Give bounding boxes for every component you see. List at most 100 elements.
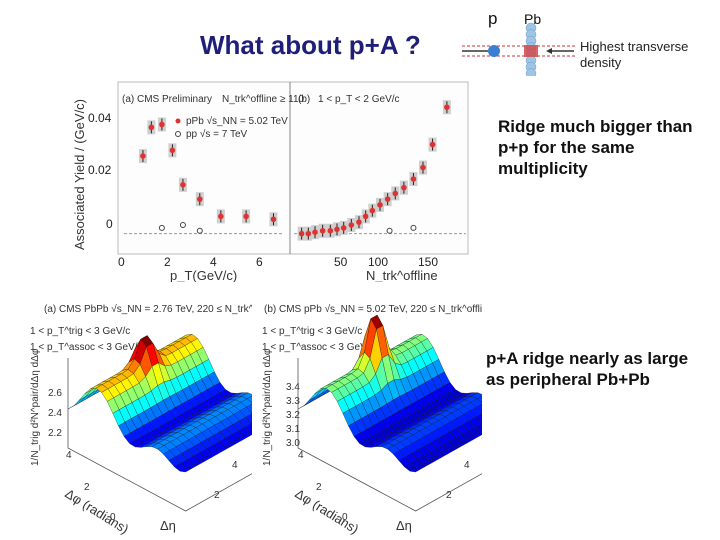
proton-disc bbox=[488, 45, 500, 57]
pPb-point bbox=[444, 104, 450, 111]
surface-right-phi-tick-0: 4 bbox=[298, 450, 304, 461]
surface-right-mesh bbox=[297, 314, 482, 512]
panel-a-cut: N_trk^offline ≥ 110 bbox=[222, 94, 305, 105]
pPb-point bbox=[270, 216, 277, 223]
pbpb-correlation-surface: (a) CMS PbPb √s_NN = 2.76 TeV, 220 ≤ N_t… bbox=[30, 303, 252, 537]
surface-right-ztick-0: 3.4 bbox=[286, 382, 300, 393]
pPb-point bbox=[384, 196, 391, 202]
y-tick-2: 0 bbox=[106, 217, 113, 231]
label-p: p bbox=[488, 9, 497, 28]
x-tick-b-1: 100 bbox=[368, 255, 388, 269]
y-tick-0: 0.04 bbox=[88, 111, 112, 125]
x-tick-a-2: 4 bbox=[210, 255, 217, 269]
surface-left-z-label: 1/N_trig d²N^pair/dΔη dΔφ bbox=[30, 348, 41, 466]
pp-point bbox=[158, 224, 165, 231]
surface-right-ztick-2: 3.2 bbox=[286, 410, 300, 421]
pPb-point bbox=[218, 213, 224, 220]
surface-left-eta-tick-1: 4 bbox=[232, 460, 238, 471]
pPb-point bbox=[298, 230, 305, 237]
surface-right-ztick-1: 3.3 bbox=[286, 396, 300, 407]
pPb-point bbox=[377, 202, 383, 208]
x-axis-label-a: p_T(GeV/c) bbox=[170, 268, 237, 282]
plot-frame bbox=[117, 81, 469, 255]
surface-left-phi-tick-1: 2 bbox=[84, 482, 90, 493]
surface-cell bbox=[303, 396, 316, 407]
y-axis-label: Associated Yield / (GeV/c) bbox=[72, 99, 87, 250]
surface-left-ztick-2: 2.2 bbox=[48, 428, 62, 439]
surface-cell bbox=[409, 467, 423, 473]
collision-schematic: p Pb Highest transverse density bbox=[462, 9, 688, 76]
surface-left-eta-label: Δη bbox=[160, 518, 176, 533]
legend-pp-marker bbox=[175, 131, 181, 137]
surface-left-phi-tick-2: 0 bbox=[110, 512, 116, 523]
surface-left-ztick-0: 2.6 bbox=[48, 388, 62, 399]
surface-left-header: (a) CMS PbPb √s_NN = 2.76 TeV, 220 ≤ N_t… bbox=[44, 303, 252, 315]
pPb-point bbox=[420, 164, 426, 171]
surface-cell bbox=[73, 396, 86, 407]
panel-b-label: (b) bbox=[298, 94, 310, 105]
pPb-point bbox=[243, 213, 249, 220]
pPb-point bbox=[319, 227, 326, 234]
pPb-point bbox=[180, 182, 186, 188]
surface-axes bbox=[297, 358, 482, 512]
y-tick-1: 0.02 bbox=[88, 163, 112, 177]
surface-left-phi-tick-0: 4 bbox=[66, 450, 72, 461]
pPb-point bbox=[148, 124, 155, 131]
surface-right-ztick-4: 3.0 bbox=[286, 438, 300, 449]
density-label-line1: Highest transverse bbox=[580, 39, 688, 54]
overlap-region bbox=[524, 45, 538, 57]
x-tick-b-0: 50 bbox=[334, 255, 348, 269]
x-tick-b-2: 150 bbox=[418, 255, 438, 269]
legend-pp: pp √s = 7 TeV bbox=[186, 128, 248, 140]
label-pb: Pb bbox=[524, 11, 541, 27]
pPb-point bbox=[429, 141, 436, 148]
pPb-point bbox=[196, 196, 203, 202]
pPb-point bbox=[312, 229, 318, 235]
pPb-point bbox=[169, 147, 176, 154]
associated-yield-figure: Associated Yield / (GeV/c) (a) CMS Preli… bbox=[72, 81, 469, 282]
pPb-point bbox=[356, 219, 362, 225]
pPb-point bbox=[369, 207, 376, 214]
ppb-correlation-surface: (b) CMS pPb √s_NN = 5.02 TeV, 220 ≤ N_tr… bbox=[262, 303, 482, 537]
surface-axes bbox=[67, 358, 252, 512]
surface-right-eta-tick-0: 2 bbox=[446, 490, 452, 501]
surface-right-eta-label: Δη bbox=[396, 518, 412, 533]
pp-point bbox=[410, 224, 417, 231]
note-pa-ridge: p+A ridge nearly as large as peripheral … bbox=[486, 349, 689, 389]
pp-point bbox=[179, 222, 186, 229]
pPb-point bbox=[334, 226, 340, 233]
pPb-point bbox=[327, 227, 334, 234]
x-tick-a-1: 2 bbox=[164, 255, 171, 269]
surface-right-cut-assoc: 1 < p_T^assoc < 3 GeV/c bbox=[262, 342, 375, 353]
slide-title: What about p+A ? bbox=[200, 30, 421, 60]
x-axis-label-b: N_trk^offline bbox=[366, 268, 438, 282]
pp-point bbox=[386, 227, 393, 234]
surface-left-eta-tick-0: 2 bbox=[214, 490, 220, 501]
pPb-point bbox=[140, 153, 146, 159]
surface-right-cut-trig: 1 < p_T^trig < 3 GeV/c bbox=[262, 326, 362, 337]
pPb-point bbox=[348, 222, 355, 228]
surface-left-ztick-1: 2.4 bbox=[48, 408, 62, 419]
surface-right-phi-tick-2: 0 bbox=[342, 512, 348, 523]
panel-a-label: (a) CMS Preliminary bbox=[122, 94, 212, 105]
legend-pPb-marker bbox=[175, 118, 181, 124]
surface-left-cut-assoc: 1 < p_T^assoc < 3 GeV/c bbox=[30, 342, 143, 353]
pPb-point bbox=[401, 184, 407, 191]
pPb-point bbox=[159, 121, 165, 128]
surface-right-phi-label: Δφ (radians) bbox=[292, 486, 361, 537]
pPb-point bbox=[362, 213, 369, 220]
surface-left-phi-label: Δφ (radians) bbox=[62, 486, 131, 537]
x-tick-a-0: 0 bbox=[118, 255, 125, 269]
surface-right-phi-tick-1: 2 bbox=[316, 482, 322, 493]
surface-right-z-label: 1/N_trig d²N^pair/dΔη dΔφ bbox=[262, 348, 273, 466]
surface-right-header: (b) CMS pPb √s_NN = 5.02 TeV, 220 ≤ N_tr… bbox=[264, 303, 482, 315]
x-tick-a-3: 6 bbox=[256, 255, 263, 269]
surface-right-ztick-3: 3.1 bbox=[286, 424, 300, 435]
yield-data-marks bbox=[124, 100, 466, 241]
pPb-point bbox=[340, 225, 347, 231]
surface-left-cut-trig: 1 < p_T^trig < 3 GeV/c bbox=[30, 326, 130, 337]
arrow-head bbox=[546, 48, 552, 54]
pp-point bbox=[196, 227, 203, 234]
panel-b-cut: 1 < p_T < 2 GeV/c bbox=[318, 94, 400, 105]
surface-left-mesh bbox=[67, 333, 252, 512]
